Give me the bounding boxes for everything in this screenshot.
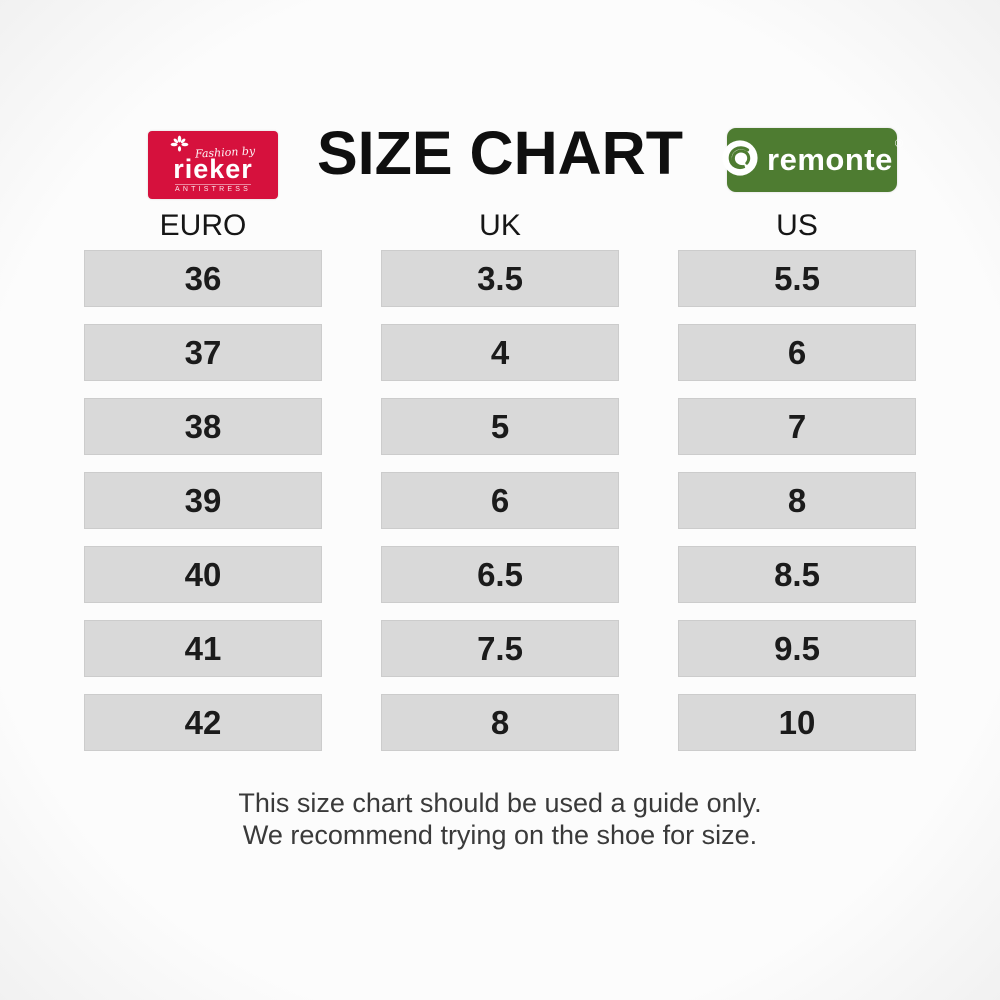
- size-cell-uk-row7: 8: [381, 694, 619, 751]
- size-cell-uk-row5: 6.5: [381, 546, 619, 603]
- size-cell-us-row5: 8.5: [678, 546, 916, 603]
- size-cell-uk-row1: 3.5: [381, 250, 619, 307]
- size-cell-euro-row3: 38: [84, 398, 322, 455]
- size-grid: 36 3.5 5.5 37 4 6 38 5 7 39 6 8 40 6.5 8.5 41 7.5 9.5 42 8 1…: [84, 250, 916, 751]
- footer-line-2: We recommend trying on the shoe for size…: [242, 820, 758, 851]
- remonte-swirl-icon: [721, 139, 759, 182]
- size-cell-euro-row5: 40: [84, 546, 322, 603]
- column-headers: EURO UK US: [84, 209, 916, 243]
- size-cell-uk-row6: 7.5: [381, 620, 619, 677]
- remonte-wordmark: remonte: [767, 142, 893, 177]
- size-cell-us-row7: 10: [678, 694, 916, 751]
- footer-line-1: This size chart should be used a guide o…: [238, 788, 762, 818]
- rieker-logo: Fashion by rieker ANTISTRESS: [148, 131, 278, 199]
- size-cell-euro-row1: 36: [84, 250, 322, 307]
- page-title: SIZE CHART: [317, 119, 683, 187]
- size-cell-us-row6: 9.5: [678, 620, 916, 677]
- rieker-flower-icon: [170, 135, 189, 159]
- size-cell-uk-row3: 5: [381, 398, 619, 455]
- size-cell-euro-row7: 42: [84, 694, 322, 751]
- column-header-euro: EURO: [159, 209, 247, 242]
- rieker-subtext: ANTISTRESS: [175, 184, 251, 194]
- footer-note: This size chart should be used a guide o…: [0, 787, 1000, 852]
- remonte-logo: remonte ®: [722, 128, 903, 192]
- size-cell-uk-row2: 4: [381, 324, 619, 381]
- size-cell-euro-row2: 37: [84, 324, 322, 381]
- size-cell-us-row2: 6: [678, 324, 916, 381]
- registered-mark: ®: [894, 138, 903, 150]
- size-cell-euro-row6: 41: [84, 620, 322, 677]
- size-cell-us-row4: 8: [678, 472, 916, 529]
- size-cell-us-row3: 7: [678, 398, 916, 455]
- column-header-uk: UK: [479, 209, 521, 242]
- column-header-us: US: [776, 209, 818, 242]
- size-cell-euro-row4: 39: [84, 472, 322, 529]
- rieker-wordmark: rieker: [173, 153, 253, 184]
- size-cell-us-row1: 5.5: [678, 250, 916, 307]
- size-cell-uk-row4: 6: [381, 472, 619, 529]
